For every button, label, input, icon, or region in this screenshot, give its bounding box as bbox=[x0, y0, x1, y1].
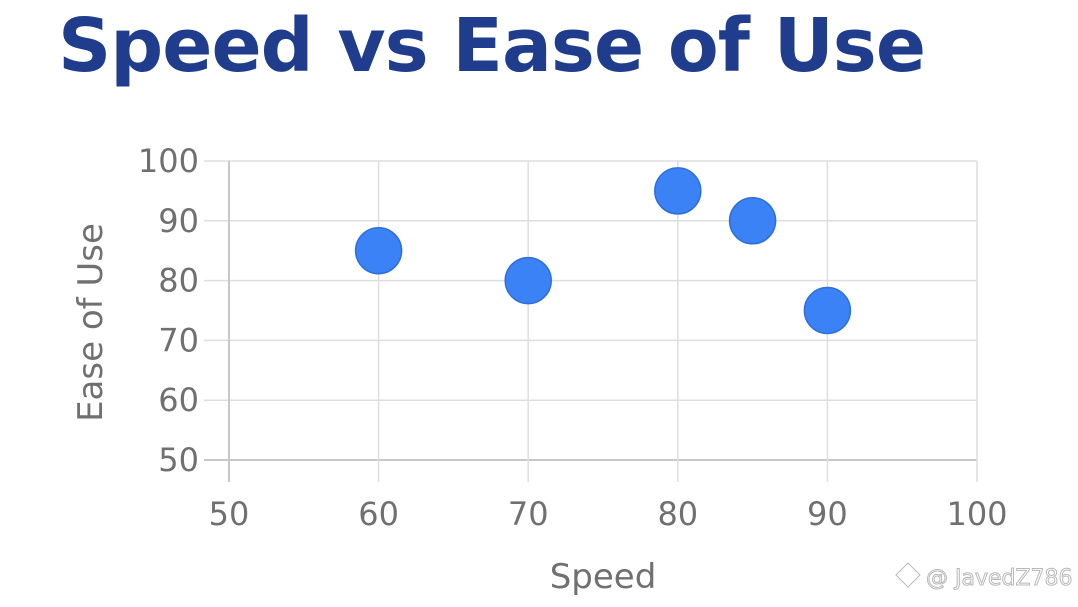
y-axis-title: Ease of Use bbox=[71, 223, 111, 422]
data-point-5 bbox=[803, 286, 852, 335]
data-points bbox=[354, 167, 852, 335]
x-tick-label-70: 70 bbox=[508, 495, 549, 533]
x-tick-label-100: 100 bbox=[946, 495, 1007, 533]
data-point-3 bbox=[654, 167, 702, 215]
watermark-logo-icon bbox=[895, 562, 921, 588]
y-tick-label-80: 80 bbox=[158, 262, 199, 300]
data-point-1 bbox=[354, 226, 403, 275]
grid-lines bbox=[204, 160, 978, 482]
watermark-text: @ JavedZ786 bbox=[926, 566, 1074, 592]
y-tick-label-90: 90 bbox=[158, 202, 199, 240]
y-tick-label-100: 100 bbox=[138, 142, 199, 180]
x-axis-title: Speed bbox=[550, 557, 657, 597]
x-tick-label-80: 80 bbox=[657, 495, 698, 533]
x-tick-label-50: 50 bbox=[209, 495, 250, 533]
x-tick-label-90: 90 bbox=[807, 495, 848, 533]
y-tick-label-50: 50 bbox=[158, 441, 199, 479]
tick-labels: 50 60 70 80 90 100 50 60 70 80 90 100 bbox=[138, 142, 1008, 533]
data-point-4 bbox=[728, 197, 777, 245]
watermark: @ JavedZ786 bbox=[895, 562, 1074, 592]
x-tick-label-60: 60 bbox=[358, 495, 399, 533]
data-point-2 bbox=[504, 256, 552, 305]
y-tick-label-70: 70 bbox=[158, 321, 199, 359]
y-tick-label-60: 60 bbox=[158, 381, 199, 419]
chart-title: Speed vs Ease of Use bbox=[58, 3, 926, 89]
